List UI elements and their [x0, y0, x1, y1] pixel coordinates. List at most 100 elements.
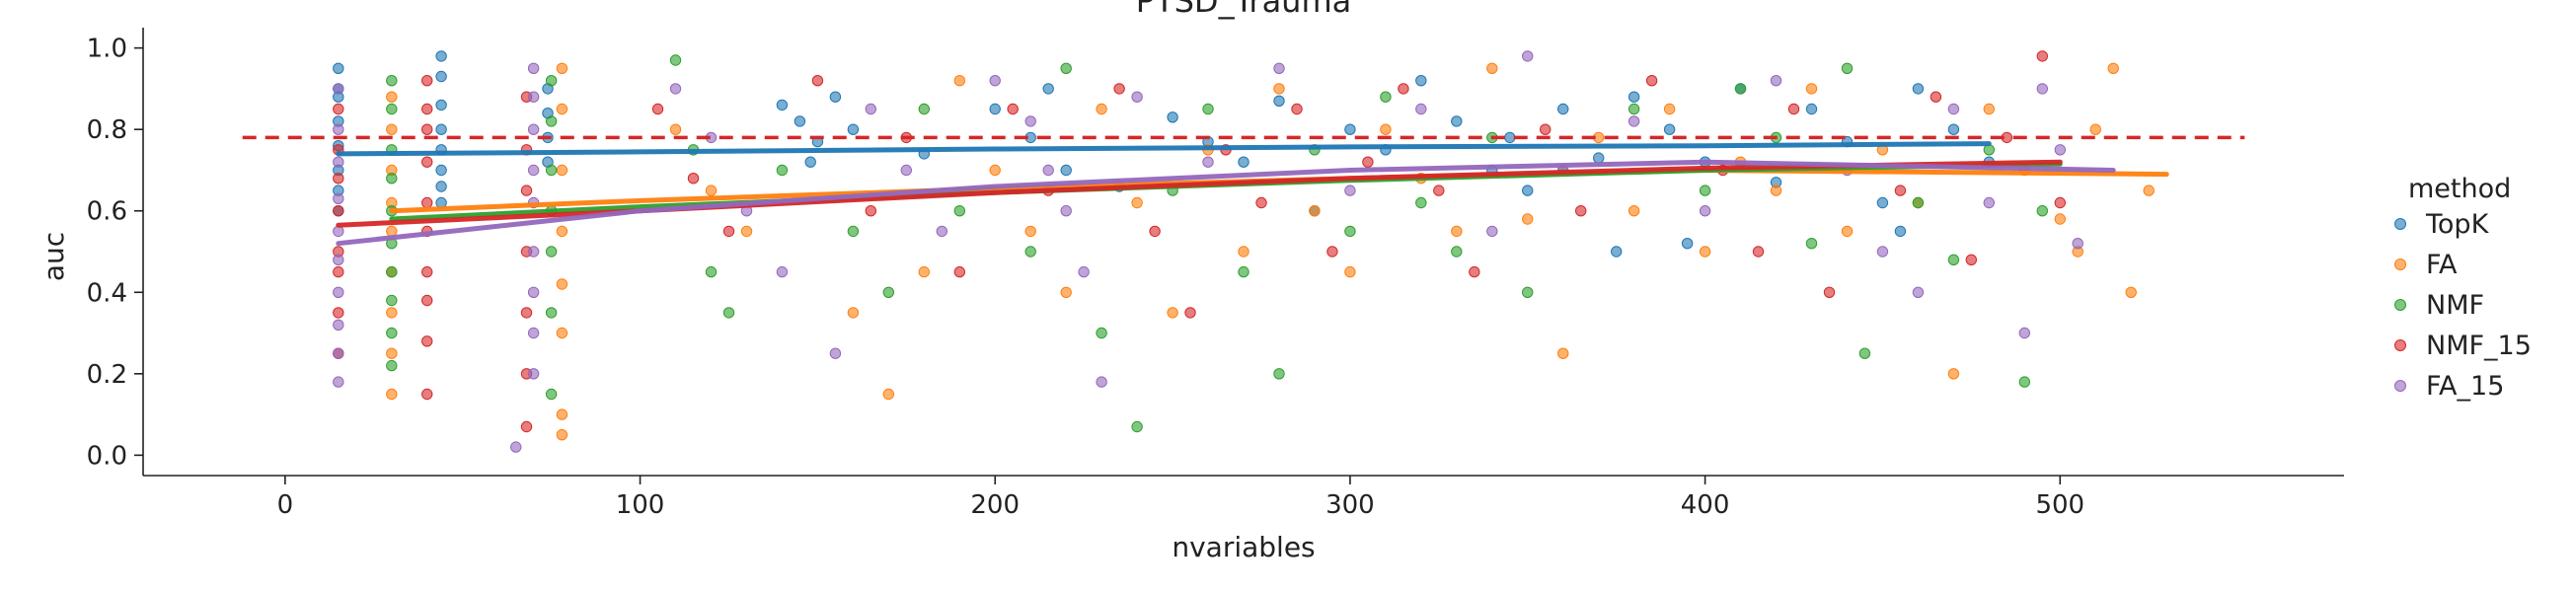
y-tick-label: 0.2: [87, 360, 127, 390]
data-point: [1096, 376, 1107, 388]
data-point: [705, 265, 718, 278]
data-point: [1344, 225, 1356, 238]
data-point: [556, 327, 568, 339]
data-point: [1805, 83, 1818, 95]
data-point: [333, 192, 344, 205]
data-point: [1184, 307, 1196, 319]
data-point: [333, 254, 344, 265]
data-point: [1841, 62, 1854, 75]
data-point: [1894, 185, 1907, 196]
data-point: [1504, 131, 1516, 144]
plot-area: [242, 50, 2245, 453]
data-point: [989, 164, 1001, 177]
data-point: [333, 103, 344, 115]
data-point: [1060, 205, 1072, 217]
data-point: [1983, 196, 1996, 209]
data-point: [1238, 156, 1250, 168]
y-tick-label: 0.6: [87, 197, 127, 227]
data-point: [1983, 144, 1996, 156]
data-point: [1699, 185, 1711, 196]
data-point: [740, 225, 753, 238]
data-point: [1060, 164, 1072, 177]
data-point: [1611, 246, 1623, 258]
data-point: [333, 205, 344, 217]
data-point: [386, 173, 398, 185]
data-point: [1469, 265, 1480, 278]
data-point: [545, 246, 558, 258]
data-point: [1273, 368, 1285, 380]
data-point: [669, 123, 682, 135]
data-point: [1876, 196, 1889, 209]
data-point: [2036, 83, 2049, 95]
data-point: [545, 388, 558, 401]
data-point: [1238, 265, 1250, 278]
data-point: [722, 307, 735, 319]
data-point: [527, 368, 540, 380]
data-point: [527, 91, 540, 103]
data-point: [811, 75, 824, 87]
data-point: [386, 388, 398, 401]
data-point: [953, 75, 965, 87]
data-point: [1309, 205, 1321, 217]
data-point: [1575, 205, 1587, 217]
data-point: [1362, 156, 1374, 168]
data-point: [1167, 111, 1178, 123]
data-point: [1983, 103, 1996, 115]
data-point: [1415, 103, 1427, 115]
data-point: [776, 99, 789, 111]
series-fa_15: [333, 50, 2084, 453]
legend-marker: [2394, 380, 2406, 392]
data-point: [651, 103, 664, 115]
data-point: [1593, 152, 1605, 164]
data-point: [333, 319, 344, 331]
x-tick-label: 100: [616, 490, 665, 520]
data-point: [1522, 185, 1534, 196]
data-point: [1380, 123, 1392, 135]
data-point: [1557, 103, 1569, 115]
data-point: [1131, 91, 1143, 103]
data-point: [1628, 103, 1640, 115]
data-point: [1131, 196, 1143, 209]
y-tick-label: 0.4: [87, 278, 127, 308]
data-point: [556, 103, 568, 115]
data-point: [333, 225, 344, 238]
data-point: [386, 91, 398, 103]
chart-title: PTSD_Trauma: [1136, 0, 1351, 20]
data-point: [527, 164, 540, 177]
data-point: [1858, 347, 1871, 359]
data-point: [1415, 196, 1427, 209]
data-point: [1451, 246, 1463, 258]
data-point: [1823, 286, 1836, 298]
data-point: [1291, 103, 1303, 115]
data-point: [1486, 62, 1498, 75]
data-point: [333, 307, 344, 319]
data-point: [527, 327, 540, 339]
data-point: [1273, 95, 1285, 108]
data-point: [1770, 75, 1782, 87]
legend: method TopK FA NMF NMF_15 FA_15: [2394, 174, 2532, 402]
data-point: [1273, 62, 1285, 75]
x-tick-label: 200: [970, 490, 1020, 520]
data-point: [421, 294, 433, 307]
data-point: [545, 115, 558, 127]
data-point: [722, 225, 735, 238]
y-tick-label: 0.0: [87, 441, 127, 471]
data-point: [333, 347, 344, 359]
data-point: [1042, 164, 1054, 177]
data-point: [1415, 75, 1427, 87]
data-point: [1663, 103, 1676, 115]
data-point: [1255, 196, 1267, 209]
data-point: [386, 123, 398, 135]
data-point: [1486, 225, 1498, 238]
data-point: [1699, 205, 1711, 217]
data-point: [1540, 123, 1552, 135]
data-point: [1628, 205, 1640, 217]
data-point: [1805, 103, 1818, 115]
data-point: [1628, 91, 1640, 103]
data-point: [804, 156, 816, 168]
data-point: [527, 286, 540, 298]
data-point: [421, 265, 433, 278]
data-point: [918, 103, 930, 115]
data-point: [1451, 225, 1463, 238]
x-tick-label: 400: [1681, 490, 1730, 520]
